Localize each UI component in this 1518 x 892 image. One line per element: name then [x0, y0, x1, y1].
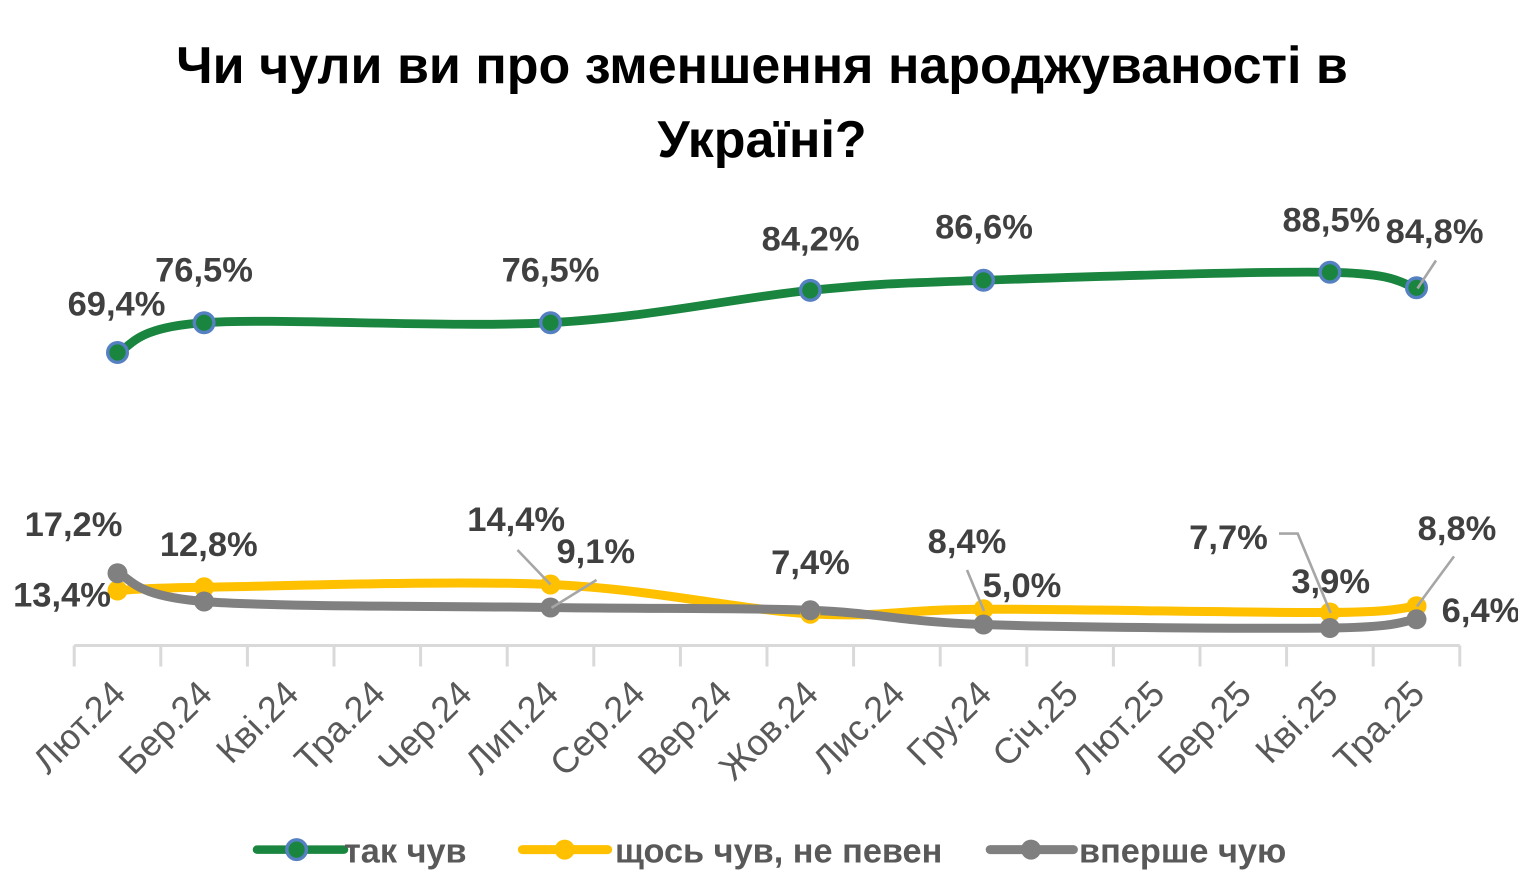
svg-text:14,4%: 14,4% — [467, 501, 565, 539]
svg-text:так чув: так чув — [344, 832, 467, 870]
svg-text:84,8%: 84,8% — [1386, 213, 1484, 251]
svg-text:8,4%: 8,4% — [928, 523, 1007, 561]
svg-text:9,1%: 9,1% — [556, 533, 635, 571]
svg-text:13,4%: 13,4% — [13, 577, 111, 615]
svg-text:7,7%: 7,7% — [1189, 519, 1268, 557]
svg-text:88,5%: 88,5% — [1282, 202, 1380, 240]
svg-text:12,8%: 12,8% — [160, 526, 258, 564]
svg-text:Чи чули ви про зменшення народ: Чи чули ви про зменшення народжуваності … — [176, 37, 1348, 95]
svg-text:76,5%: 76,5% — [502, 252, 600, 290]
svg-text:76,5%: 76,5% — [155, 252, 253, 290]
svg-text:7,4%: 7,4% — [771, 544, 850, 582]
svg-text:69,4%: 69,4% — [68, 285, 166, 323]
svg-text:84,2%: 84,2% — [762, 221, 860, 259]
svg-text:5,0%: 5,0% — [983, 567, 1062, 605]
svg-text:3,9%: 3,9% — [1291, 563, 1370, 601]
svg-text:щось чув, не певен: щось чув, не певен — [615, 832, 942, 870]
svg-text:17,2%: 17,2% — [25, 506, 123, 544]
svg-text:вперше чую: вперше чую — [1079, 832, 1286, 870]
svg-text:86,6%: 86,6% — [935, 209, 1033, 247]
svg-text:Україні?: Україні? — [657, 111, 866, 169]
svg-text:6,4%: 6,4% — [1442, 592, 1518, 630]
svg-text:8,8%: 8,8% — [1418, 510, 1497, 548]
